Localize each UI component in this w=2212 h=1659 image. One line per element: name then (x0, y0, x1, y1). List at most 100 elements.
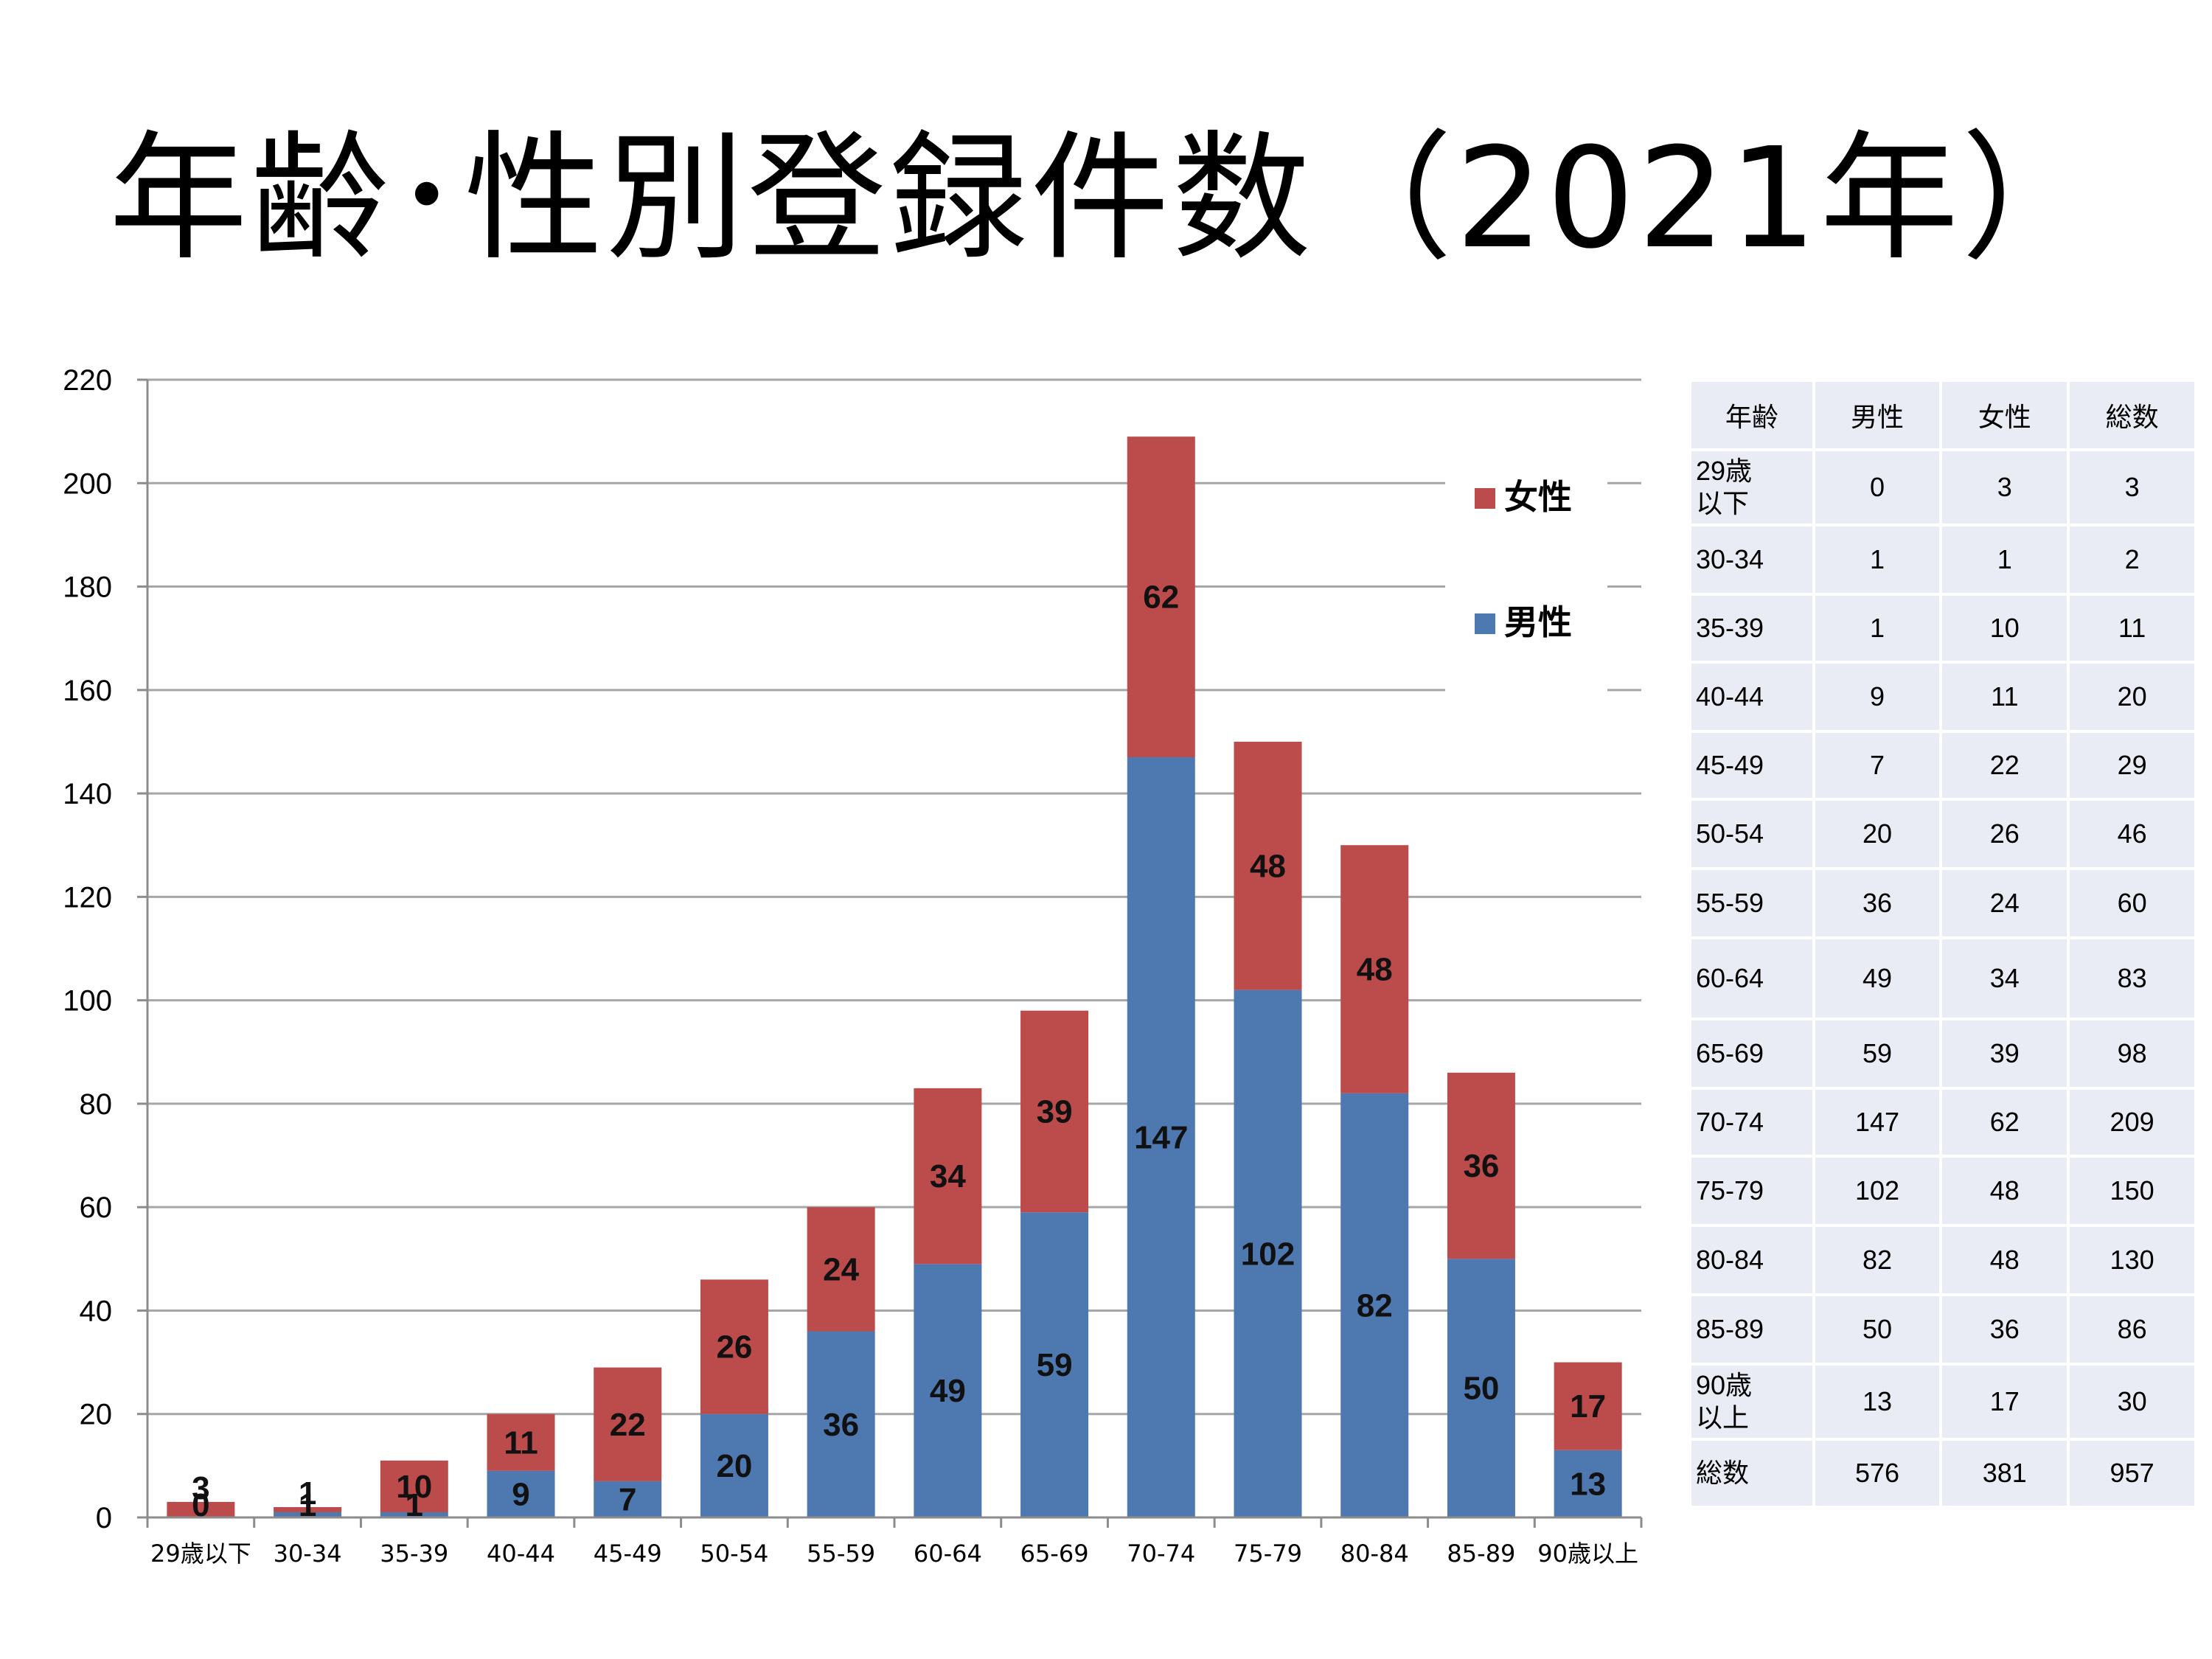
age-cell: 75-79 (1691, 1158, 1812, 1224)
bar-female (1447, 1072, 1515, 1259)
age-cell: 90歳 以上 (1691, 1366, 1812, 1438)
y-tick-label: 60 (80, 1192, 113, 1224)
female-cell: 39 (1942, 1020, 2067, 1087)
age-cell: 45-49 (1691, 733, 1812, 798)
age-cell: 30-34 (1691, 526, 1812, 593)
x-tick-label: 29歳以下 (150, 1540, 251, 1568)
y-tick-label: 100 (63, 985, 112, 1018)
table-row: 30-34 1 1 2 (1691, 526, 2194, 593)
bar-female (594, 1367, 662, 1481)
total-cell: 98 (2070, 1020, 2194, 1087)
bar-male (1234, 990, 1302, 1517)
male-cell: 1 (1815, 596, 1940, 661)
bar-female (807, 1207, 875, 1332)
male-cell: 147 (1815, 1090, 1940, 1155)
header-total: 総数 (2070, 382, 2194, 448)
female-cell: 10 (1942, 596, 2067, 661)
data-label: 39 (1037, 1093, 1073, 1130)
bar-male (1554, 1450, 1622, 1517)
total-cell: 60 (2070, 870, 2194, 936)
male-cell: 576 (1815, 1441, 1940, 1506)
female-cell: 24 (1942, 870, 2067, 936)
table-row: 45-49 7 22 29 (1691, 733, 2194, 798)
total-cell: 46 (2070, 801, 2194, 867)
table-row: 29歳 以下 0 3 3 (1691, 451, 2194, 524)
bar-male (1020, 1212, 1089, 1517)
x-tick-label: 40-44 (487, 1540, 555, 1568)
female-cell: 48 (1942, 1227, 2067, 1293)
bar-male (914, 1264, 982, 1517)
page-title: 年齢･性別登録件数（2021年） (108, 118, 2104, 279)
y-tick-label: 140 (63, 778, 112, 810)
legend-label: 男性 (1504, 602, 1572, 642)
data-label: 3 (192, 1470, 209, 1506)
data-label: 1 (299, 1475, 316, 1512)
total-cell: 130 (2070, 1227, 2194, 1293)
x-tick-label: 35-39 (380, 1540, 448, 1568)
data-label: 59 (1037, 1347, 1073, 1383)
female-cell: 34 (1942, 939, 2067, 1018)
male-cell: 20 (1815, 801, 1940, 867)
bar-male (594, 1481, 662, 1517)
table-row: 85-89 50 36 86 (1691, 1296, 2194, 1363)
y-tick-label: 80 (80, 1088, 113, 1121)
x-tick-label: 85-89 (1447, 1540, 1515, 1568)
female-cell: 11 (1942, 664, 2067, 730)
male-cell: 82 (1815, 1227, 1940, 1293)
table-row: 75-79 102 48 150 (1691, 1158, 2194, 1224)
y-tick-label: 220 (63, 364, 112, 397)
male-cell: 59 (1815, 1020, 1940, 1087)
header-female: 女性 (1942, 382, 2067, 448)
data-label: 7 (619, 1481, 636, 1517)
y-tick-label: 160 (63, 675, 112, 707)
male-cell: 102 (1815, 1158, 1940, 1224)
total-cell: 2 (2070, 526, 2194, 593)
x-axis-ticks: 29歳以下 30-34 35-39 40-44 45-49 50-54 55-59 60-64… (150, 1540, 1638, 1568)
bar-male (274, 1512, 342, 1517)
bar-female (380, 1460, 448, 1512)
legend-box (1445, 442, 1607, 693)
total-cell: 29 (2070, 733, 2194, 798)
x-tick-label: 80-84 (1340, 1540, 1409, 1568)
y-tick-label: 20 (80, 1399, 113, 1431)
data-label: 13 (1570, 1466, 1606, 1502)
data-table: 年齢 男性 女性 総数 29歳 以下 0 3 3 30-34 1 1 2 35-39 1 10 11 40… (1688, 379, 2197, 1509)
data-label: 82 (1357, 1287, 1393, 1324)
male-cell: 1 (1815, 526, 1940, 593)
total-cell: 209 (2070, 1090, 2194, 1155)
x-tick-label: 30-34 (274, 1540, 342, 1568)
total-cell: 150 (2070, 1158, 2194, 1224)
table-header-row: 年齢 男性 女性 総数 (1691, 382, 2194, 448)
x-tick-label: 60-64 (914, 1540, 982, 1568)
age-cell: 40-44 (1691, 664, 1812, 730)
data-label: 20 (716, 1448, 752, 1484)
male-cell: 9 (1815, 664, 1940, 730)
female-cell: 17 (1942, 1366, 2067, 1438)
axes (137, 378, 1643, 1528)
total-cell: 86 (2070, 1296, 2194, 1363)
gridlines (147, 378, 1641, 1416)
data-label: 62 (1143, 580, 1179, 616)
y-tick-label: 40 (80, 1295, 113, 1327)
bar-female (1020, 1010, 1089, 1213)
header-age: 年齢 (1691, 382, 1812, 448)
table-row: 60-64 49 34 83 (1691, 939, 2194, 1018)
age-cell: 80-84 (1691, 1227, 1812, 1293)
x-tick-label: 65-69 (1020, 1540, 1089, 1568)
age-cell: 65-69 (1691, 1020, 1812, 1087)
x-tick-label: 75-79 (1234, 1540, 1302, 1568)
bar-female (1554, 1362, 1622, 1450)
x-tick-label: 90歳以上 (1537, 1540, 1638, 1568)
data-label: 49 (930, 1373, 966, 1409)
bar-female (274, 1506, 342, 1512)
bar-female (487, 1413, 555, 1471)
table-row: 80-84 82 48 130 (1691, 1227, 2194, 1293)
total-cell: 11 (2070, 596, 2194, 661)
female-cell: 48 (1942, 1158, 2067, 1224)
bar-male (1127, 757, 1195, 1517)
table-row: 40-44 9 11 20 (1691, 664, 2194, 730)
table-row: 90歳 以上 13 17 30 (1691, 1366, 2194, 1438)
age-cell: 55-59 (1691, 870, 1812, 936)
age-cell: 50-54 (1691, 801, 1812, 867)
male-cell: 7 (1815, 733, 1940, 798)
